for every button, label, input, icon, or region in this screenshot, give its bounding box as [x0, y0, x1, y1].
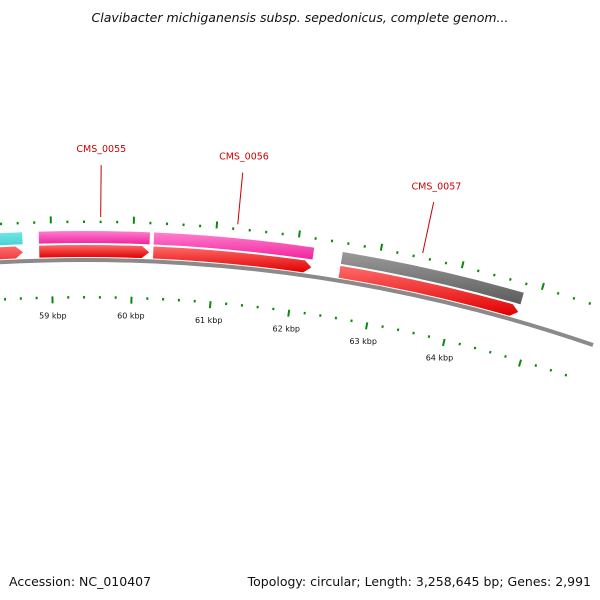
feature-label-CMS_0056: CMS_0056 [219, 152, 269, 163]
kbp-label: 60 kbp [117, 312, 145, 321]
inner-tick [287, 309, 291, 317]
label-leader-CMS_0057 [422, 202, 435, 254]
inner-tick [488, 350, 492, 354]
outer-tick [412, 254, 415, 258]
outer-tick [215, 221, 219, 229]
inner-tick [518, 359, 522, 367]
inner-tick [427, 335, 431, 339]
genome-backbone [0, 258, 594, 347]
accession-text: Accession: NC_010407 [9, 574, 152, 589]
gene-feature-CMS_0057 [340, 252, 524, 305]
outer-tick [525, 282, 528, 286]
inner-tick [473, 346, 477, 350]
inner-tick [365, 322, 369, 330]
feature-label-CMS_0055: CMS_0055 [76, 144, 126, 155]
outer-tick [444, 261, 448, 265]
cds-feature-3 [39, 245, 150, 259]
inner-tick [412, 331, 415, 335]
cds-feature-5 [153, 246, 312, 273]
kbp-label: 59 kbp [39, 311, 67, 320]
outer-tick [572, 296, 576, 300]
inner-tick [504, 354, 507, 358]
kbp-label: 62 kbp [272, 325, 300, 334]
cds-feature-1 [0, 246, 23, 260]
inner-tick [442, 338, 446, 347]
gene-feature-abfA [0, 232, 23, 246]
gene-feature-CMS_0055 [38, 231, 151, 245]
outer-tick [556, 291, 560, 295]
outer-tick [460, 261, 465, 269]
outer-tick [476, 269, 480, 273]
inner-tick [534, 364, 538, 367]
kbp-label: 63 kbp [349, 337, 377, 346]
outer-tick [297, 230, 301, 238]
label-leader-CMS_0055 [100, 165, 102, 218]
inner-tick [458, 342, 461, 346]
outer-tick [428, 257, 432, 261]
map-title: Clavibacter michiganensis subsp. sepedon… [91, 10, 509, 25]
outer-tick [540, 282, 545, 291]
inner-tick [549, 368, 553, 372]
outer-tick [509, 277, 512, 281]
outer-tick [588, 302, 592, 306]
gene-feature-CMS_0056 [153, 232, 315, 260]
inner-tick [564, 373, 568, 377]
feature-label-CMS_0057: CMS_0057 [412, 181, 462, 192]
outer-tick [379, 243, 384, 251]
cds-feature-7 [338, 265, 519, 316]
kbp-label: 61 kbp [195, 316, 223, 325]
label-leader-CMS_0056 [237, 172, 244, 225]
outer-tick [493, 273, 496, 277]
genome-summary-text: Topology: circular; Length: 3,258,645 bp… [247, 574, 591, 589]
inner-tick [396, 328, 400, 332]
kbp-label: 64 kbp [426, 353, 454, 362]
inner-tick [208, 301, 212, 309]
